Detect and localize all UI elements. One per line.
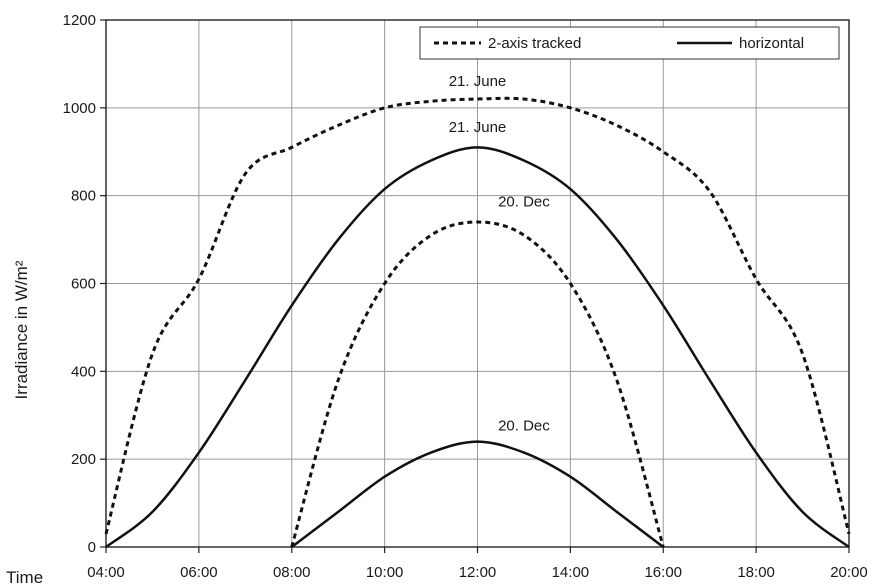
y-tick-label: 800 bbox=[71, 188, 96, 205]
curve-annotation: 20. Dec bbox=[498, 194, 550, 211]
legend-label-2-axis-tracked: 2-axis tracked bbox=[488, 35, 581, 52]
x-tick-label: 16:00 bbox=[644, 564, 682, 581]
x-tick-label: 06:00 bbox=[180, 564, 218, 581]
legend: 2-axis tracked horizontal bbox=[420, 27, 839, 59]
y-tick-label: 1000 bbox=[63, 100, 96, 117]
y-tick-label: 200 bbox=[71, 451, 96, 468]
annotations-group: 21. June 21. June 20. Dec 20. Dec bbox=[449, 73, 551, 435]
legend-label-horizontal: horizontal bbox=[739, 35, 804, 52]
x-tick-label: 14:00 bbox=[552, 564, 590, 581]
x-tick-label: 18:00 bbox=[737, 564, 775, 581]
x-tick-label: 20:00 bbox=[830, 564, 868, 581]
curve-annotation: 21. June bbox=[449, 73, 507, 90]
y-tick-label: 400 bbox=[71, 363, 96, 380]
y-tick-label: 1200 bbox=[63, 12, 96, 29]
y-axis-ticks: 0 200 400 600 800 1000 1200 bbox=[63, 12, 106, 556]
curve-annotation: 20. Dec bbox=[498, 418, 550, 435]
y-tick-label: 600 bbox=[71, 276, 96, 293]
x-tick-label: 12:00 bbox=[459, 564, 497, 581]
grid-lines bbox=[106, 20, 849, 547]
x-tick-label: 04:00 bbox=[87, 564, 125, 581]
y-tick-label: 0 bbox=[88, 539, 96, 556]
x-tick-label: 08:00 bbox=[273, 564, 311, 581]
curve-annotation: 21. June bbox=[449, 119, 507, 136]
x-tick-label: 10:00 bbox=[366, 564, 404, 581]
y-axis-title: Irradiance in W/m² bbox=[12, 260, 31, 399]
x-axis-ticks: 04:00 06:00 08:00 10:00 12:00 14:00 16:00 18:00… bbox=[87, 547, 868, 581]
x-axis-title: Time bbox=[6, 568, 43, 587]
